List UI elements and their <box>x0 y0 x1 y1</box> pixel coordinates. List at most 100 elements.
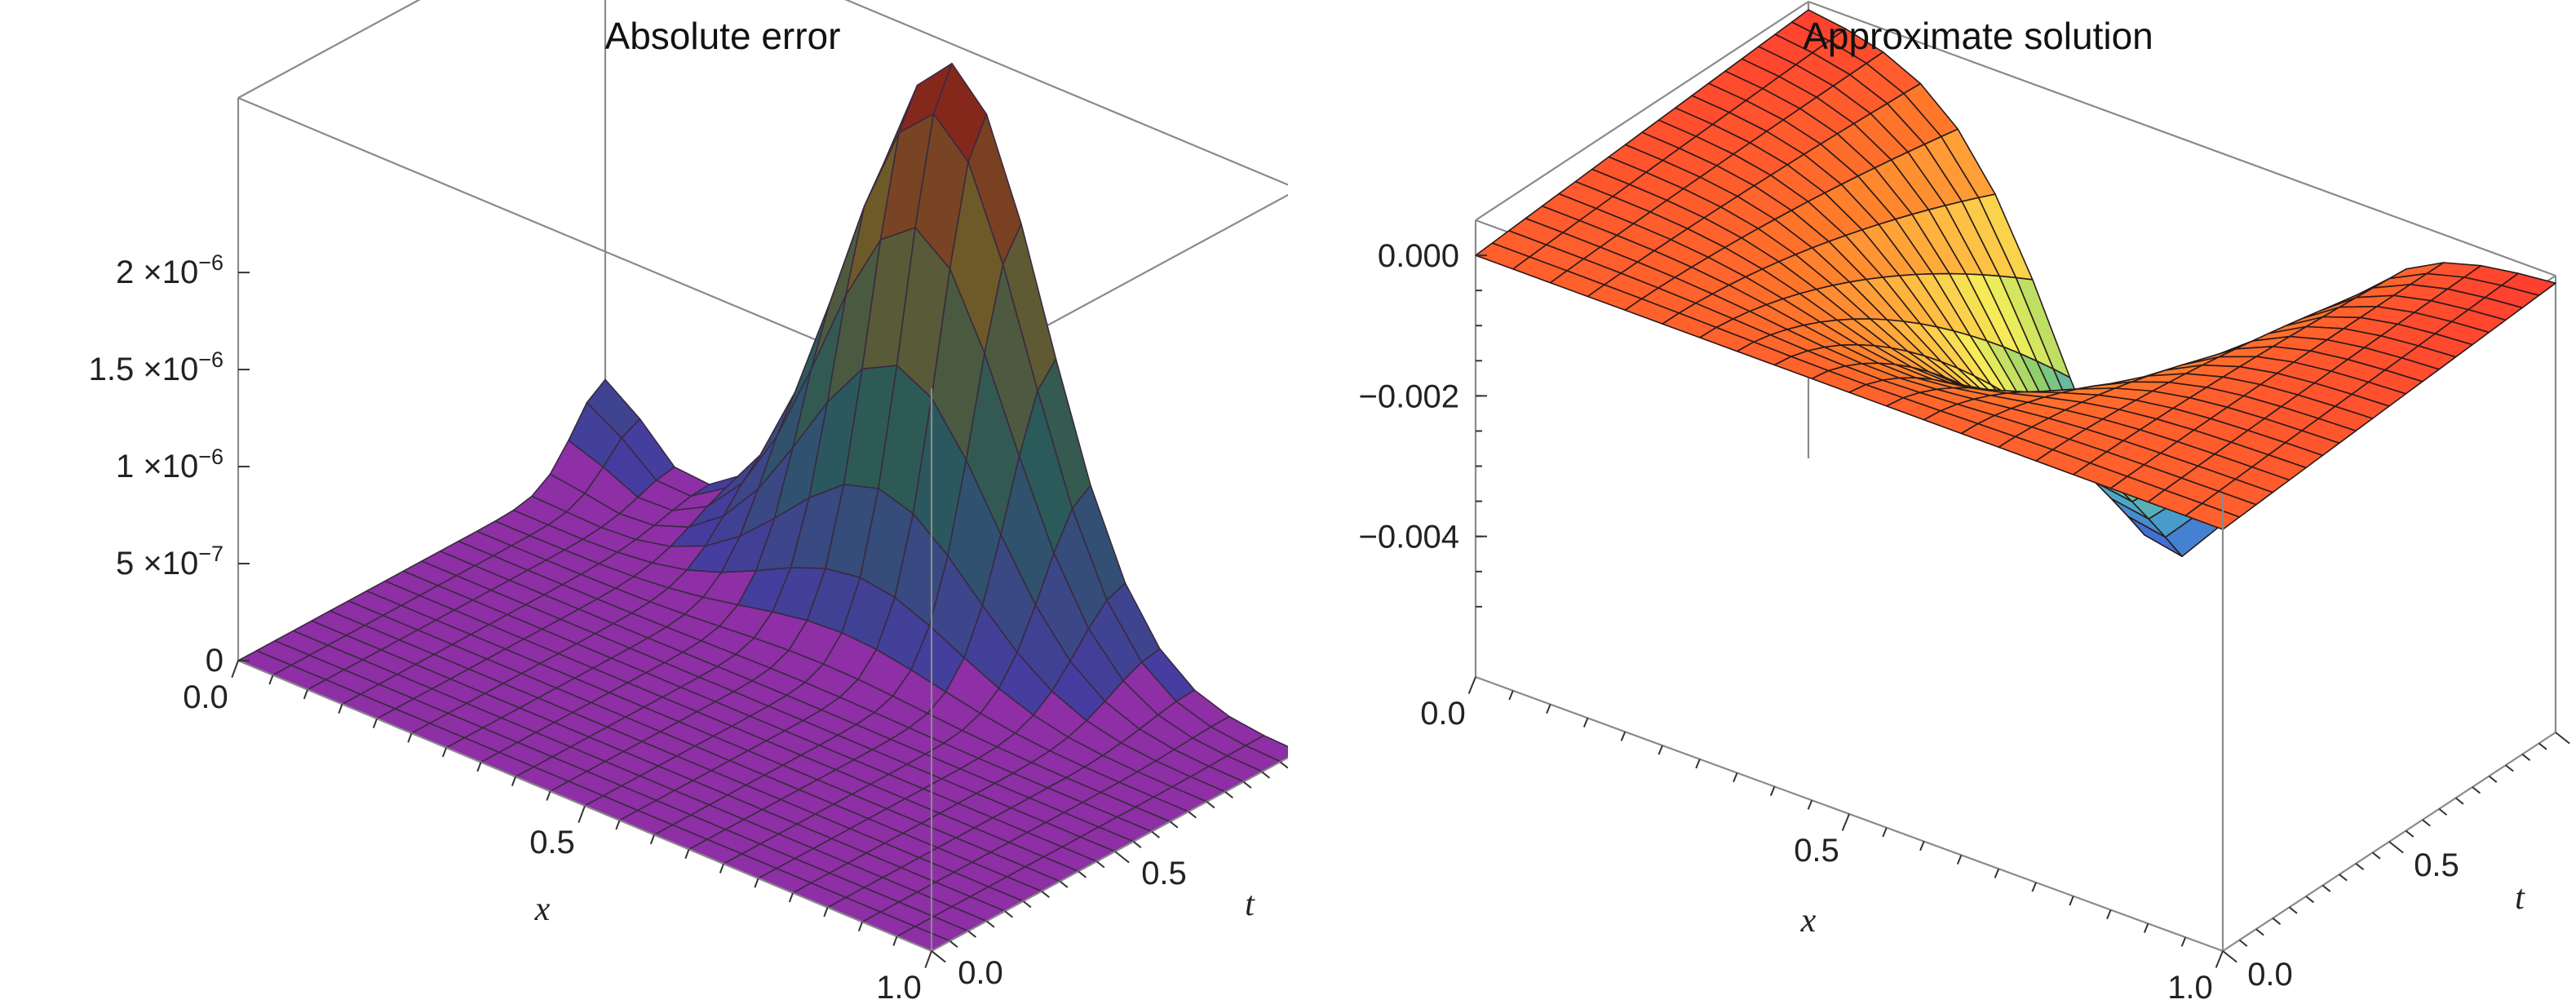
x-tick <box>1807 799 1813 810</box>
x-tick <box>1919 841 1925 851</box>
box-edge <box>1475 1 1809 221</box>
t-tick <box>2454 797 2464 805</box>
approximate-solution-plot: Approximate solution 0.000 −0.002 −0.004 0.0… <box>1359 0 2570 1004</box>
x-tick <box>788 892 794 903</box>
t-tick <box>1132 841 1142 849</box>
chart-title: Approximate solution <box>1803 15 2153 57</box>
x-tick <box>372 718 378 728</box>
t-tick <box>1261 771 1270 779</box>
x-tick <box>2106 909 2112 920</box>
x-tick <box>1994 868 2000 878</box>
x-tick <box>1508 690 1514 701</box>
x-tick <box>268 674 274 685</box>
z-tick-mantissa: 1.5 ×10 <box>89 352 199 387</box>
x-tick <box>857 922 863 932</box>
z-tick-mantissa: 2 ×10 <box>116 254 198 290</box>
t-tick <box>1078 870 1087 878</box>
t-tick <box>2288 906 2298 914</box>
t-tick <box>1169 820 1179 829</box>
x-tick <box>1841 813 1850 831</box>
x-tick <box>476 762 482 772</box>
x-axis-label: x <box>534 891 551 928</box>
t-tick <box>2255 928 2264 936</box>
x-tick <box>578 805 586 824</box>
z-tick-exponent: −7 <box>198 542 224 566</box>
t-tick-label: 0.5 <box>1141 856 1187 891</box>
x-tick <box>511 776 516 787</box>
x-tick <box>1467 676 1476 694</box>
t-tick <box>1059 880 1069 888</box>
t-tick <box>2405 829 2414 838</box>
x-tick <box>892 935 898 946</box>
t-tick <box>2538 742 2547 750</box>
x-tick <box>2031 882 2037 892</box>
t-tick <box>2388 841 2404 854</box>
z-tick-label: 0 <box>206 643 224 679</box>
t-tick <box>2339 874 2348 882</box>
x-tick-label: 0.0 <box>1420 696 1466 732</box>
x-tick <box>1733 772 1738 783</box>
z-tick-label: 1 ×10−6 <box>116 445 224 484</box>
x-tick-label: 0.0 <box>183 679 228 715</box>
t-tick <box>1022 900 1032 909</box>
absolute-error-chart: Absolute error 0 5 ×10−7 1 ×10−6 1.5 ×10−6 2 … <box>89 0 1288 1004</box>
box-edge <box>844 0 1288 186</box>
x-tick <box>1956 855 1963 865</box>
z-tick-exponent: −6 <box>198 250 224 275</box>
t-tick-label: 0.5 <box>2414 847 2459 883</box>
z-tick-mantissa: 0 <box>206 643 224 679</box>
z-tick-exponent: −6 <box>198 347 224 372</box>
x-tick <box>407 732 413 743</box>
t-tick <box>985 920 995 928</box>
z-tick-label: −0.004 <box>1359 520 1459 555</box>
z-tick-mantissa: 5 ×10 <box>116 546 198 582</box>
x-tick <box>338 704 343 714</box>
t-tick <box>1151 830 1160 838</box>
t-tick <box>1095 860 1105 869</box>
x-tick <box>1582 718 1589 728</box>
box-edge <box>1808 0 2556 277</box>
t-axis-label: t <box>1245 886 1255 923</box>
x-tick <box>615 820 621 830</box>
z-tick-label: −0.002 <box>1359 378 1459 414</box>
x-tick <box>924 950 932 969</box>
t-tick <box>2422 819 2431 827</box>
t-tick <box>1114 851 1130 864</box>
approximate-solution-chart: Approximate solution 0.000 −0.002 −0.004 0.0… <box>1288 0 2576 1004</box>
t-tick <box>2305 896 2314 904</box>
t-tick <box>931 950 946 963</box>
x-tick <box>1882 827 1888 838</box>
t-tick <box>967 930 976 938</box>
t-tick <box>1279 761 1288 769</box>
t-tick <box>2438 808 2448 816</box>
z-tick-label: 5 ×10−7 <box>116 542 224 582</box>
x-tick <box>1620 731 1627 741</box>
x-tick <box>754 878 759 888</box>
t-tick <box>2355 863 2365 871</box>
t-tick <box>1004 910 1013 918</box>
t-tick <box>2555 732 2570 745</box>
x-tick <box>2180 936 2187 947</box>
surface-patch <box>2184 502 2241 530</box>
t-tick <box>2238 939 2248 947</box>
x-tick <box>649 834 655 845</box>
z-tick-label: 0.000 <box>1378 238 1459 274</box>
t-tick <box>1206 801 1215 809</box>
x-tick <box>546 790 551 801</box>
t-tick <box>2222 950 2237 963</box>
t-tick <box>2371 851 2381 860</box>
x-tick <box>684 849 690 860</box>
t-tick-label: 0.0 <box>2247 957 2293 993</box>
t-tick <box>2272 918 2282 926</box>
x-tick <box>231 660 239 679</box>
x-tick <box>2215 950 2224 968</box>
t-tick <box>2505 764 2514 772</box>
t-tick <box>2521 754 2531 762</box>
t-tick-label: 0.0 <box>958 955 1003 991</box>
x-tick <box>2143 923 2149 933</box>
chart-title: Absolute error <box>605 15 841 57</box>
x-tick-label: 1.0 <box>2167 970 2213 1004</box>
x-tick <box>1658 745 1663 755</box>
x-tick <box>823 907 829 918</box>
